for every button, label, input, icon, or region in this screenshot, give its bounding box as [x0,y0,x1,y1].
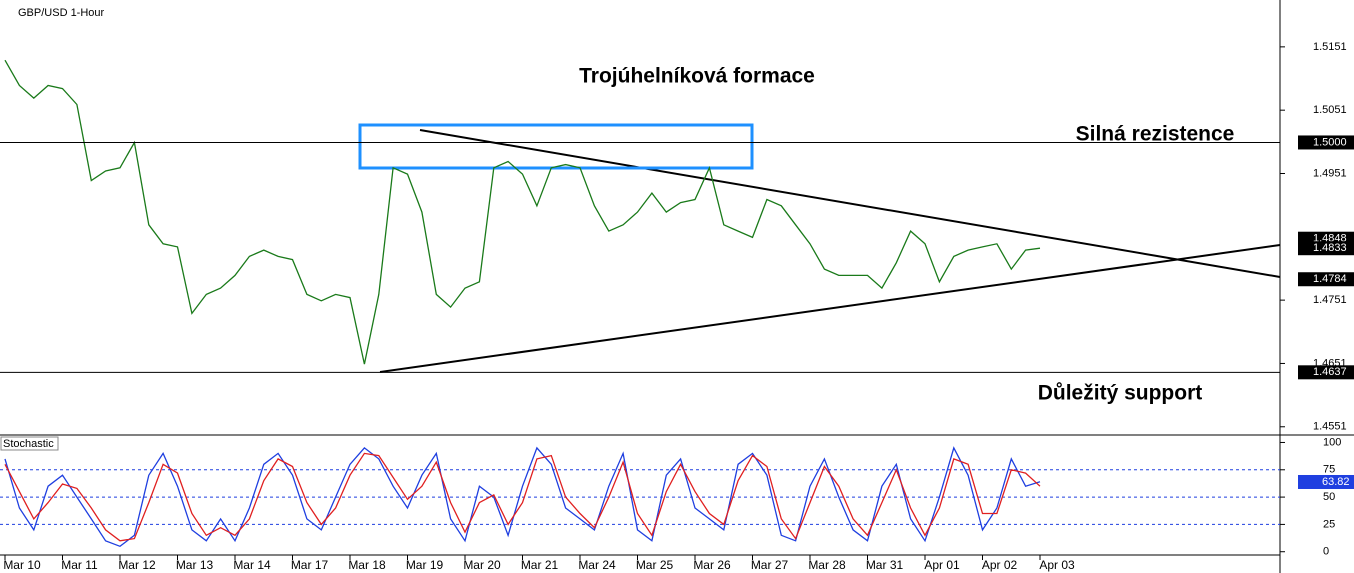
annotation: Silná rezistence [1076,123,1235,146]
y-tick-label: 75 [1323,464,1335,476]
x-tick-label: Mar 27 [751,558,789,572]
annotation: Trojúhelníková formace [579,65,815,88]
x-tick-label: Mar 13 [176,558,214,572]
level-box [1298,365,1354,380]
price-line [4,59,1041,365]
price-marker [1298,241,1354,256]
y-tick-label: 100 [1323,436,1341,448]
indicator-title: Stochastic [3,438,54,450]
y-tick-label: 1.4951 [1313,167,1347,179]
price-line [4,446,1041,548]
level-box [1298,135,1354,150]
x-tick-label: Mar 24 [578,558,616,572]
x-tick-label: Mar 17 [291,558,329,572]
y-tick-label: 1.5051 [1313,104,1347,116]
chart-title: GBP/USD 1-Hour [18,7,105,19]
x-tick-label: Mar 18 [348,558,386,572]
y-tick-label: 1.4751 [1313,294,1347,306]
x-tick-label: Mar 26 [693,558,731,572]
current-marker [1298,474,1354,489]
level-label: 1.4637 [1313,366,1347,378]
x-tick-label: Mar 21 [521,558,559,572]
y-tick-label: 25 [1323,518,1335,530]
highlight-box [358,123,754,170]
y-tick-label: 50 [1323,491,1335,503]
x-tick-label: Mar 25 [636,558,674,572]
y-tick-label: 1.4551 [1313,421,1347,433]
x-tick-label: Mar 31 [866,558,904,572]
x-tick-label: Mar 28 [808,558,846,572]
x-tick-label: Apr 03 [1039,558,1075,572]
price-marker-label: 1.4784 [1313,273,1347,285]
x-tick-label: Mar 10 [3,558,41,572]
x-tick-label: Apr 01 [924,558,960,572]
x-tick-label: Mar 12 [118,558,156,572]
current-label: 63.82 [1322,476,1350,488]
price-marker-label: 1.4833 [1313,242,1347,254]
x-tick-label: Mar 11 [61,558,98,572]
x-tick-label: Mar 20 [463,558,501,572]
x-tick-label: Mar 19 [406,558,444,572]
annotation: Důležitý support [1038,382,1203,405]
x-tick-label: Apr 02 [982,558,1018,572]
trendline [379,244,1281,373]
y-tick-label: 0 [1323,546,1329,558]
level-label: 1.5000 [1313,136,1347,148]
price-marker [1298,272,1354,287]
y-tick-label: 1.5151 [1313,41,1347,53]
x-tick-label: Mar 14 [233,558,271,572]
trendline [419,129,1281,278]
price-line [4,452,1041,542]
indicator-box [0,436,59,451]
